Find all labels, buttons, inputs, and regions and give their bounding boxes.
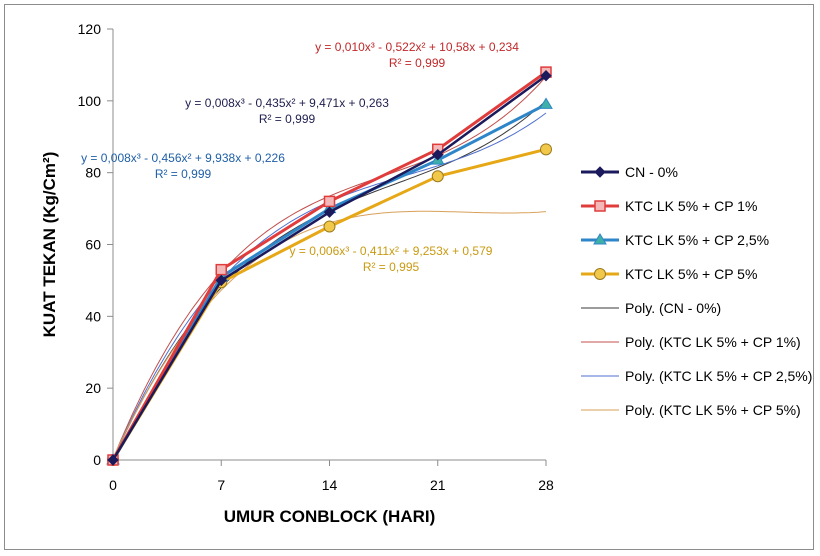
axes: 0 7 14 21 28 0 20 40 60 80 100 120 — [78, 21, 554, 493]
legend-label: Poly. (KTC LK 5% + CP 1%) — [625, 334, 801, 350]
x-tick-label: 14 — [322, 477, 338, 493]
trendline-2-equation: y = 0,010x³ - 0,522x² + 10,58x + 0,234 — [315, 40, 519, 54]
trendline-1-equation: y = 0,008x³ - 0,435x² + 9,471x + 0,263 — [185, 96, 389, 110]
series-2-line — [111, 70, 547, 461]
trendline-3-r2: R² = 0,999 — [155, 167, 212, 181]
equation-labels: y = 0,008x³ - 0,435x² + 9,471x + 0,263 R²… — [81, 40, 519, 274]
series-1-point — [323, 206, 336, 218]
trendline-4-equation: y = 0,006x³ - 0,411x² + 9,253x + 0,579 — [290, 244, 493, 258]
series-4-point — [431, 170, 444, 183]
trendline-2 — [112, 76, 547, 460]
series-2-point — [215, 263, 227, 276]
series-2 — [107, 66, 552, 466]
series-1-line — [111, 74, 547, 461]
chart-svg: 0 7 14 21 28 0 20 40 60 80 100 120 y = 0,008x³ - 0,… — [40, 21, 812, 526]
legend-entry-2: KTC LK 5% + CP 1% — [581, 198, 757, 214]
legend: CN - 0% KTC LK 5% + CP 1% KTC LK 5% + CP 2… — [581, 164, 812, 418]
y-axis-title: KUAT TEKAN (Kg/Cm²) — [40, 152, 59, 338]
legend-marker — [594, 268, 606, 280]
series-1-point — [215, 274, 227, 287]
legend-entry-3: KTC LK 5% + CP 2,5% — [581, 232, 769, 248]
y-tick-label: 0 — [93, 452, 101, 468]
y-tick-label: 20 — [85, 380, 101, 396]
y-tick-label: 40 — [85, 308, 101, 324]
x-tick-label: 7 — [217, 477, 225, 493]
legend-entry-6: Poly. (KTC LK 5% + CP 1%) — [581, 334, 801, 350]
series-1 — [107, 69, 552, 466]
trendline-layer — [112, 76, 547, 460]
y-tick-label: 60 — [85, 237, 101, 253]
legend-entry-5: Poly. (CN - 0%) — [581, 300, 721, 316]
legend-label: Poly. (KTC LK 5% + CP 5%) — [625, 402, 801, 418]
chart-frame: 0 7 14 21 28 0 20 40 60 80 100 120 y = 0,008x³ - 0,… — [4, 4, 814, 550]
legend-label: KTC LK 5% + CP 5% — [625, 266, 757, 282]
series-layer — [106, 66, 553, 466]
legend-entry-1: CN - 0% — [581, 164, 678, 180]
x-tick-label: 21 — [430, 477, 446, 493]
legend-marker — [594, 200, 606, 212]
series-1-point — [540, 69, 552, 82]
series-3-point — [539, 97, 553, 109]
trendline-3-equation: y = 0,008x³ - 0,456x² + 9,938x + 0,226 — [81, 151, 285, 165]
legend-entry-7: Poly. (KTC LK 5% + CP 2,5%) — [581, 368, 812, 384]
legend-label: Poly. (CN - 0%) — [625, 300, 721, 316]
legend-label: KTC LK 5% + CP 1% — [625, 198, 757, 214]
series-4-point — [323, 220, 336, 233]
series-1-point — [432, 149, 444, 161]
y-tick-label: 100 — [78, 93, 102, 109]
legend-marker — [593, 233, 607, 245]
x-axis-title: UMUR CONBLOCK (HARI) — [224, 507, 436, 526]
legend-marker — [594, 166, 606, 178]
trendline-4-r2: R² = 0,995 — [363, 260, 420, 274]
legend-entry-4: KTC LK 5% + CP 5% — [581, 266, 757, 282]
legend-label: CN - 0% — [625, 164, 678, 180]
legend-label: KTC LK 5% + CP 2,5% — [625, 232, 769, 248]
y-tick-label: 80 — [85, 165, 101, 181]
legend-entry-8: Poly. (KTC LK 5% + CP 5%) — [581, 402, 801, 418]
legend-label: Poly. (KTC LK 5% + CP 2,5%) — [625, 368, 812, 384]
series-1-point — [107, 454, 119, 466]
x-tick-label: 28 — [538, 477, 554, 493]
series-4 — [107, 143, 552, 466]
series-2-point — [323, 195, 336, 208]
trendline-1-r2: R² = 0,999 — [259, 112, 316, 126]
trendline-2-r2: R² = 0,999 — [389, 56, 446, 70]
series-4-point — [540, 143, 552, 156]
y-tick-label: 120 — [78, 21, 102, 37]
x-tick-label: 0 — [109, 477, 117, 493]
